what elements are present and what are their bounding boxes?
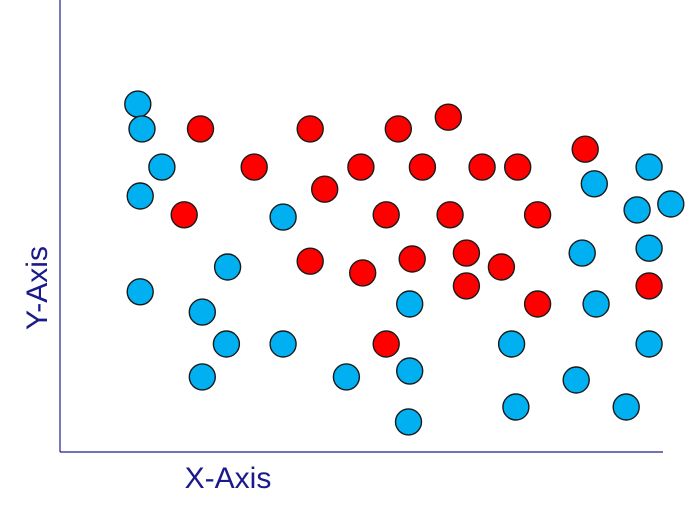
series-1-point-13 — [396, 290, 424, 318]
series-2-point-10 — [468, 153, 496, 181]
series-1-point-20 — [582, 290, 610, 318]
series-2-point-5 — [311, 175, 339, 203]
series-2-point-16 — [296, 247, 324, 275]
series-1-point-25 — [657, 190, 685, 218]
series-2-point-23 — [372, 330, 400, 358]
series-1-point-18 — [562, 366, 590, 394]
series-2-point-14 — [436, 201, 464, 229]
series-1-point-6 — [188, 298, 217, 326]
series-1-point-17 — [502, 393, 530, 421]
series-2-point-1 — [186, 115, 215, 143]
y-axis-label: Y-Axis — [21, 246, 54, 330]
series-1-point-14 — [396, 357, 424, 385]
series-1-point-15 — [394, 408, 423, 436]
series-1-point-21 — [612, 393, 640, 421]
series-1-point-11 — [269, 330, 297, 358]
series-2-point-6 — [347, 153, 375, 181]
series-1-point-5 — [126, 278, 154, 306]
series-1-point-26 — [635, 234, 663, 262]
series-1-point-8 — [212, 330, 241, 358]
series-1-point-2 — [128, 115, 156, 143]
series-2-point-12 — [571, 135, 599, 163]
series-2-point-20 — [452, 272, 481, 300]
series-2-point-8 — [434, 103, 462, 131]
series-1-point-19 — [568, 239, 596, 267]
series-2-point-3 — [170, 201, 198, 229]
series-1-point-10 — [269, 203, 297, 231]
x-axis-label: X-Axis — [185, 462, 272, 495]
series-1-point-27 — [635, 330, 663, 358]
series-1-point-24 — [623, 196, 651, 224]
series-2-point-22 — [523, 290, 552, 318]
series-2-point-13 — [372, 201, 400, 229]
series-2-point-4 — [296, 115, 324, 143]
series-1-point-23 — [635, 153, 663, 181]
series-1-point-1 — [124, 90, 152, 118]
series-2-point-7 — [384, 115, 412, 143]
series-1-point-12 — [332, 363, 361, 391]
series-2-point-18 — [398, 245, 426, 273]
series-2-point-9 — [408, 153, 437, 181]
series-1-point-9 — [188, 363, 217, 391]
series-1-point-22 — [580, 170, 608, 198]
series-2-point-2 — [240, 153, 268, 181]
series-2-point-15 — [523, 201, 552, 229]
series-2-point-11 — [504, 153, 532, 181]
series-2-point-24 — [635, 272, 663, 300]
series-2-point-19 — [452, 239, 481, 267]
series-2-point-17 — [349, 259, 377, 287]
series-1-point-7 — [213, 253, 242, 281]
series-2-point-21 — [487, 253, 516, 281]
series-1-point-3 — [148, 153, 176, 181]
series-1-point-16 — [497, 330, 526, 358]
series-1-point-4 — [126, 182, 154, 210]
data-points — [124, 90, 685, 436]
